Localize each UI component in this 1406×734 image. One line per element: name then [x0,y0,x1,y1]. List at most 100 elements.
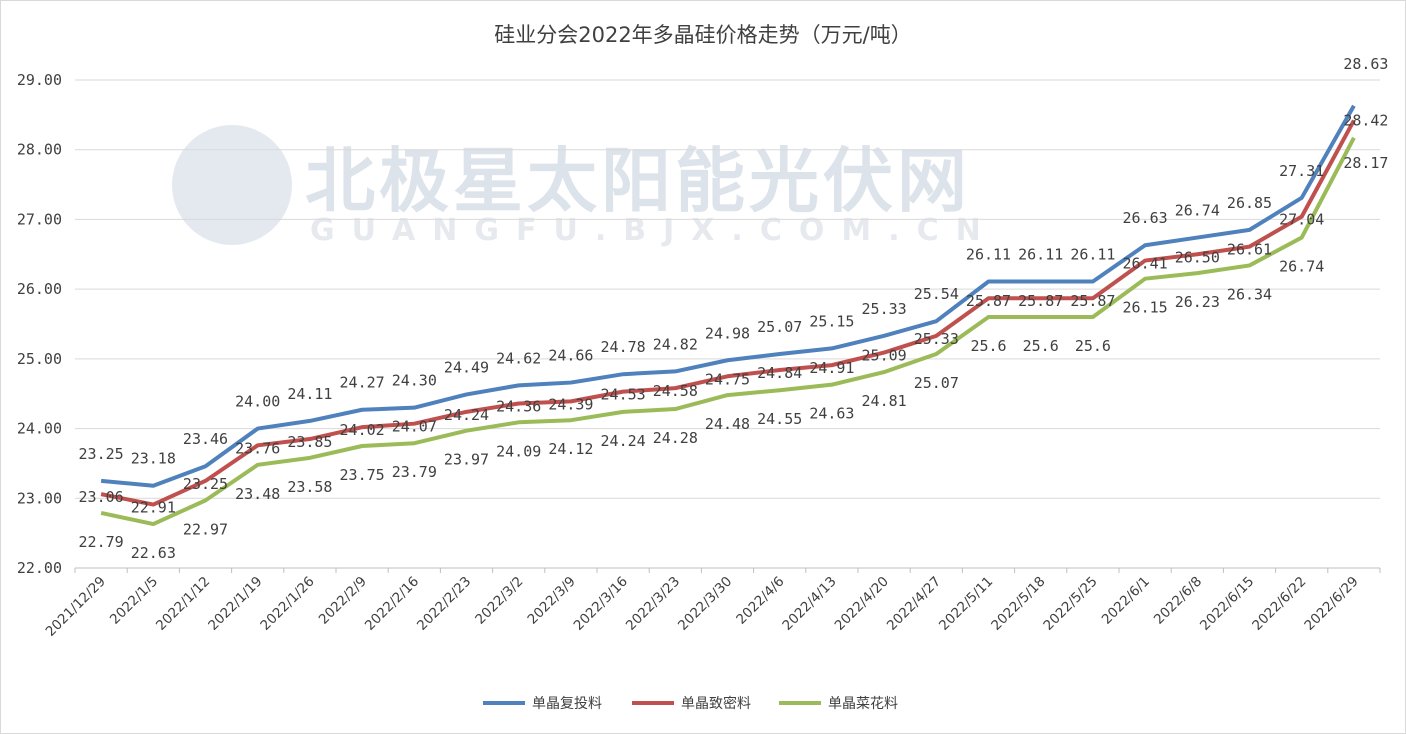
data-label: 28.63 [1343,55,1388,73]
data-label: 22.91 [131,499,176,517]
data-label: 24.36 [496,397,541,415]
data-label: 24.63 [809,405,854,423]
data-label: 23.48 [235,485,280,503]
x-tick-label: 2022/4/13 [779,574,839,634]
x-tick-label: 2022/3/16 [571,574,631,634]
data-label: 24.02 [340,421,385,439]
data-label: 25.87 [1018,292,1063,310]
data-label: 23.75 [340,466,385,484]
y-tick-label: 27.00 [17,210,62,228]
data-label: 24.28 [653,429,698,447]
x-tick-label: 2022/5/18 [988,574,1048,634]
data-label: 24.30 [392,372,437,390]
x-tick-label: 2022/4/6 [733,574,787,628]
watermark-url: GUANGFU.BJX.COM.CN [310,213,998,248]
data-label: 24.48 [705,415,750,433]
data-label: 24.81 [862,392,907,410]
data-label: 24.24 [601,432,646,450]
data-label: 22.79 [79,533,124,551]
data-label: 23.25 [183,475,228,493]
data-label: 24.39 [548,395,593,413]
x-tick-label: 2022/3/9 [525,574,579,628]
data-label: 24.00 [235,393,280,411]
y-tick-label: 29.00 [17,71,62,89]
x-tick-label: 2022/1/19 [205,574,265,634]
y-tick-label: 23.00 [17,489,62,507]
data-label: 25.87 [966,292,1011,310]
x-tick-label: 2022/2/9 [316,574,370,628]
data-label: 28.17 [1343,154,1388,172]
data-labels: 23.25 23.18 23.46 24.00 24.11 24.27 24.30 24.49… [79,55,1389,562]
data-label: 25.33 [914,330,959,348]
series-line-3 [100,136,1356,527]
chart-title: 硅业分会2022年多晶硅价格走势（万元/吨） [494,23,912,47]
data-label: 25.09 [862,347,907,365]
data-label: 25.33 [862,300,907,318]
y-tick-label: 28.00 [17,141,62,159]
data-label: 24.82 [653,335,698,353]
data-label: 23.06 [79,488,124,506]
data-label: 23.97 [444,451,489,469]
data-label: 26.74 [1175,202,1220,220]
series-line-1 [100,104,1356,488]
data-label: 23.79 [392,463,437,481]
watermark-name: 北极星太阳能光伏网 [305,140,971,222]
x-tick-label: 2022/5/11 [936,574,996,634]
data-label: 24.49 [444,358,489,376]
data-label: 24.78 [601,338,646,356]
data-label: 24.98 [705,324,750,342]
data-label: 28.42 [1343,111,1388,129]
data-label: 24.55 [757,410,802,428]
data-label: 25.54 [914,285,959,303]
data-label: 23.46 [183,430,228,448]
data-label: 25.87 [1070,292,1115,310]
data-label: 26.15 [1123,299,1168,317]
data-label: 27.04 [1279,211,1324,229]
data-label: 24.11 [287,385,332,403]
data-label: 25.15 [809,312,854,330]
x-tick-label: 2022/2/16 [362,574,422,634]
data-label: 26.41 [1123,255,1168,273]
data-label: 24.91 [809,359,854,377]
data-label: 26.61 [1227,241,1272,259]
x-tick-label: 2022/3/2 [472,574,526,628]
data-label: 25.07 [914,374,959,392]
data-label: 24.24 [444,406,489,424]
x-tick-label: 2022/4/20 [832,574,892,634]
x-tick-label: 2022/6/1 [1099,574,1153,628]
y-tick-label: 26.00 [17,280,62,298]
data-label: 26.11 [1018,245,1063,263]
data-label: 26.34 [1227,285,1272,303]
x-tick-label: 2022/3/23 [623,574,683,634]
x-tick-label: 2022/4/27 [884,574,944,634]
y-tick-label: 24.00 [17,420,62,438]
data-label: 24.07 [392,418,437,436]
legend: 单晶复投料 单晶致密料 单晶菜花料 [483,695,898,712]
data-label: 26.11 [966,245,1011,263]
x-tick-label: 2022/1/5 [107,574,161,628]
data-label: 24.58 [653,382,698,400]
data-label: 25.6 [970,337,1006,355]
y-axis: 22.00 23.00 24.00 25.00 26.00 27.00 28.00 29.00 [17,71,62,577]
x-tick-label: 2021/12/29 [43,574,109,640]
series-line-2 [100,119,1356,507]
data-label: 25.6 [1023,337,1059,355]
data-label: 24.27 [340,374,385,392]
legend-label-2: 单晶致密料 [681,695,751,712]
x-tick-label: 2022/6/29 [1301,574,1361,634]
data-label: 23.76 [235,439,280,457]
x-tick-label: 2022/5/25 [1040,574,1100,634]
y-tick-label: 22.00 [17,559,62,577]
data-label: 23.85 [287,433,332,451]
data-label: 24.66 [548,347,593,365]
data-label: 24.84 [757,364,802,382]
data-label: 26.74 [1279,258,1324,276]
watermark: 北极星太阳能光伏网 GUANGFU.BJX.COM.CN [172,125,998,248]
data-label: 24.53 [601,386,646,404]
x-tick-label: 2022/1/26 [257,574,317,634]
x-tick-label: 2022/3/30 [675,574,735,634]
data-label: 24.62 [496,349,541,367]
data-label: 25.6 [1075,337,1111,355]
data-label: 26.50 [1175,248,1220,266]
